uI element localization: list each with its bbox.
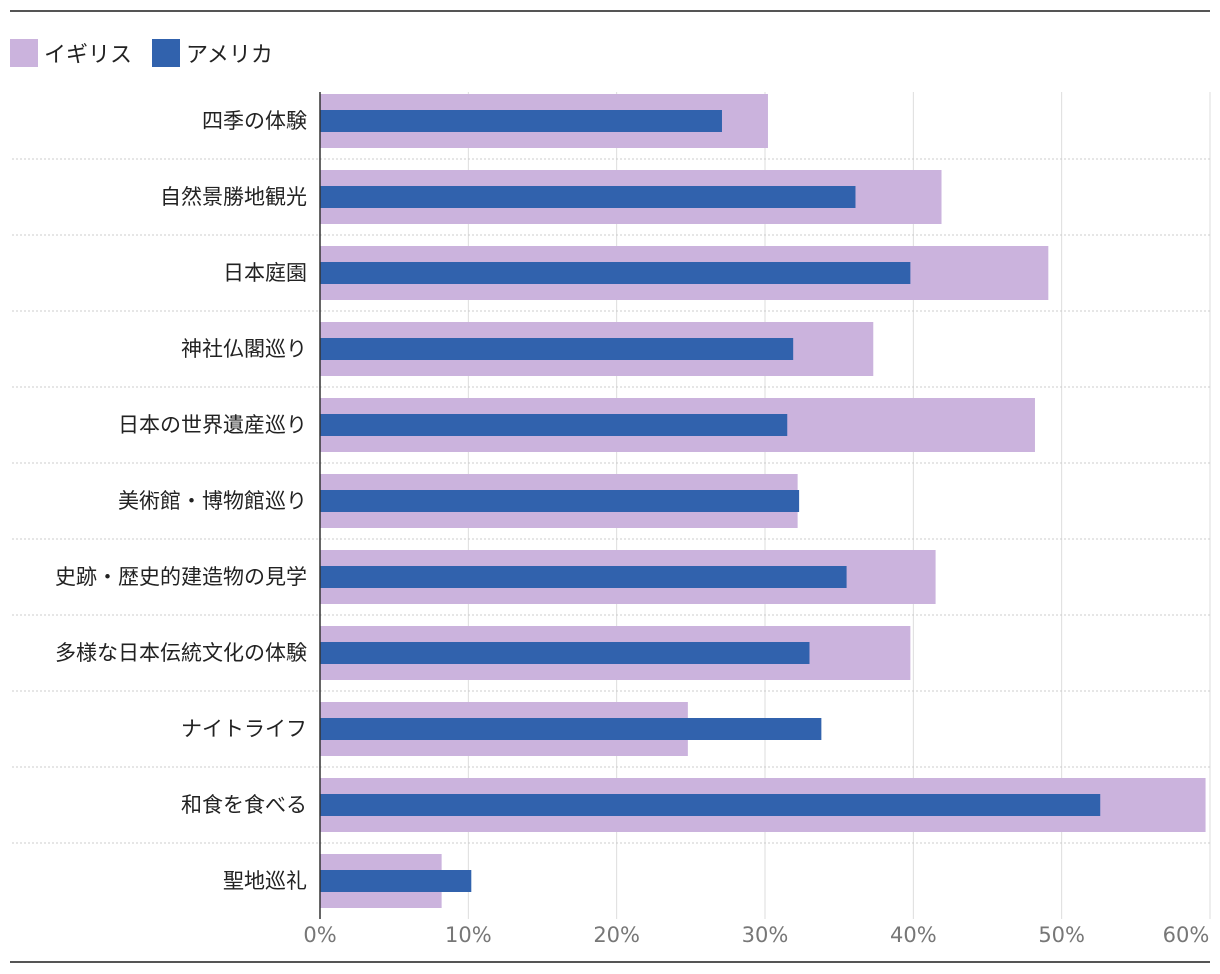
bar-us	[320, 262, 911, 284]
bar-us	[320, 718, 822, 740]
bar-us	[320, 566, 847, 588]
x-tick-label: 40%	[890, 923, 937, 947]
legend-label-us: アメリカ	[186, 43, 273, 68]
category-label: 四季の体験	[202, 109, 307, 133]
category-label: ナイトライフ	[181, 717, 307, 741]
x-tick-label: 0%	[303, 923, 336, 947]
x-tick-label: 10%	[445, 923, 492, 947]
category-label: 和食を食べる	[181, 793, 307, 817]
category-label: 史跡・歴史的建造物の見学	[55, 565, 307, 589]
bottom-rule	[10, 961, 1210, 963]
legend-label-uk: イギリス	[44, 43, 133, 68]
legend: イギリス アメリカ	[10, 38, 273, 68]
legend-swatch-uk	[10, 39, 38, 67]
category-label: 日本庭園	[223, 261, 307, 285]
bar-us	[320, 414, 788, 436]
category-label: 聖地巡礼	[223, 869, 307, 893]
category-label: 神社仏閣巡り	[181, 337, 307, 361]
bar-us	[320, 642, 810, 664]
category-label: 美術館・博物館巡り	[118, 489, 307, 513]
legend-item-uk: イギリス	[10, 37, 132, 69]
category-label: 多様な日本伝統文化の体験	[55, 641, 307, 665]
legend-item-us: アメリカ	[152, 37, 273, 69]
x-tick-label: 30%	[742, 923, 789, 947]
bar-us	[320, 186, 856, 208]
category-label: 自然景勝地観光	[160, 185, 307, 209]
x-tick-label: 60%	[1163, 923, 1210, 947]
bar-us	[320, 870, 472, 892]
category-label: 日本の世界遺産巡り	[118, 413, 307, 437]
bar-us	[320, 110, 722, 132]
bar-us	[320, 490, 800, 512]
bar-us	[320, 794, 1101, 816]
x-tick-label: 20%	[593, 923, 640, 947]
x-tick-label: 50%	[1038, 923, 1085, 947]
legend-swatch-us	[152, 39, 181, 67]
top-rule	[10, 10, 1210, 12]
bar-us	[320, 338, 794, 360]
